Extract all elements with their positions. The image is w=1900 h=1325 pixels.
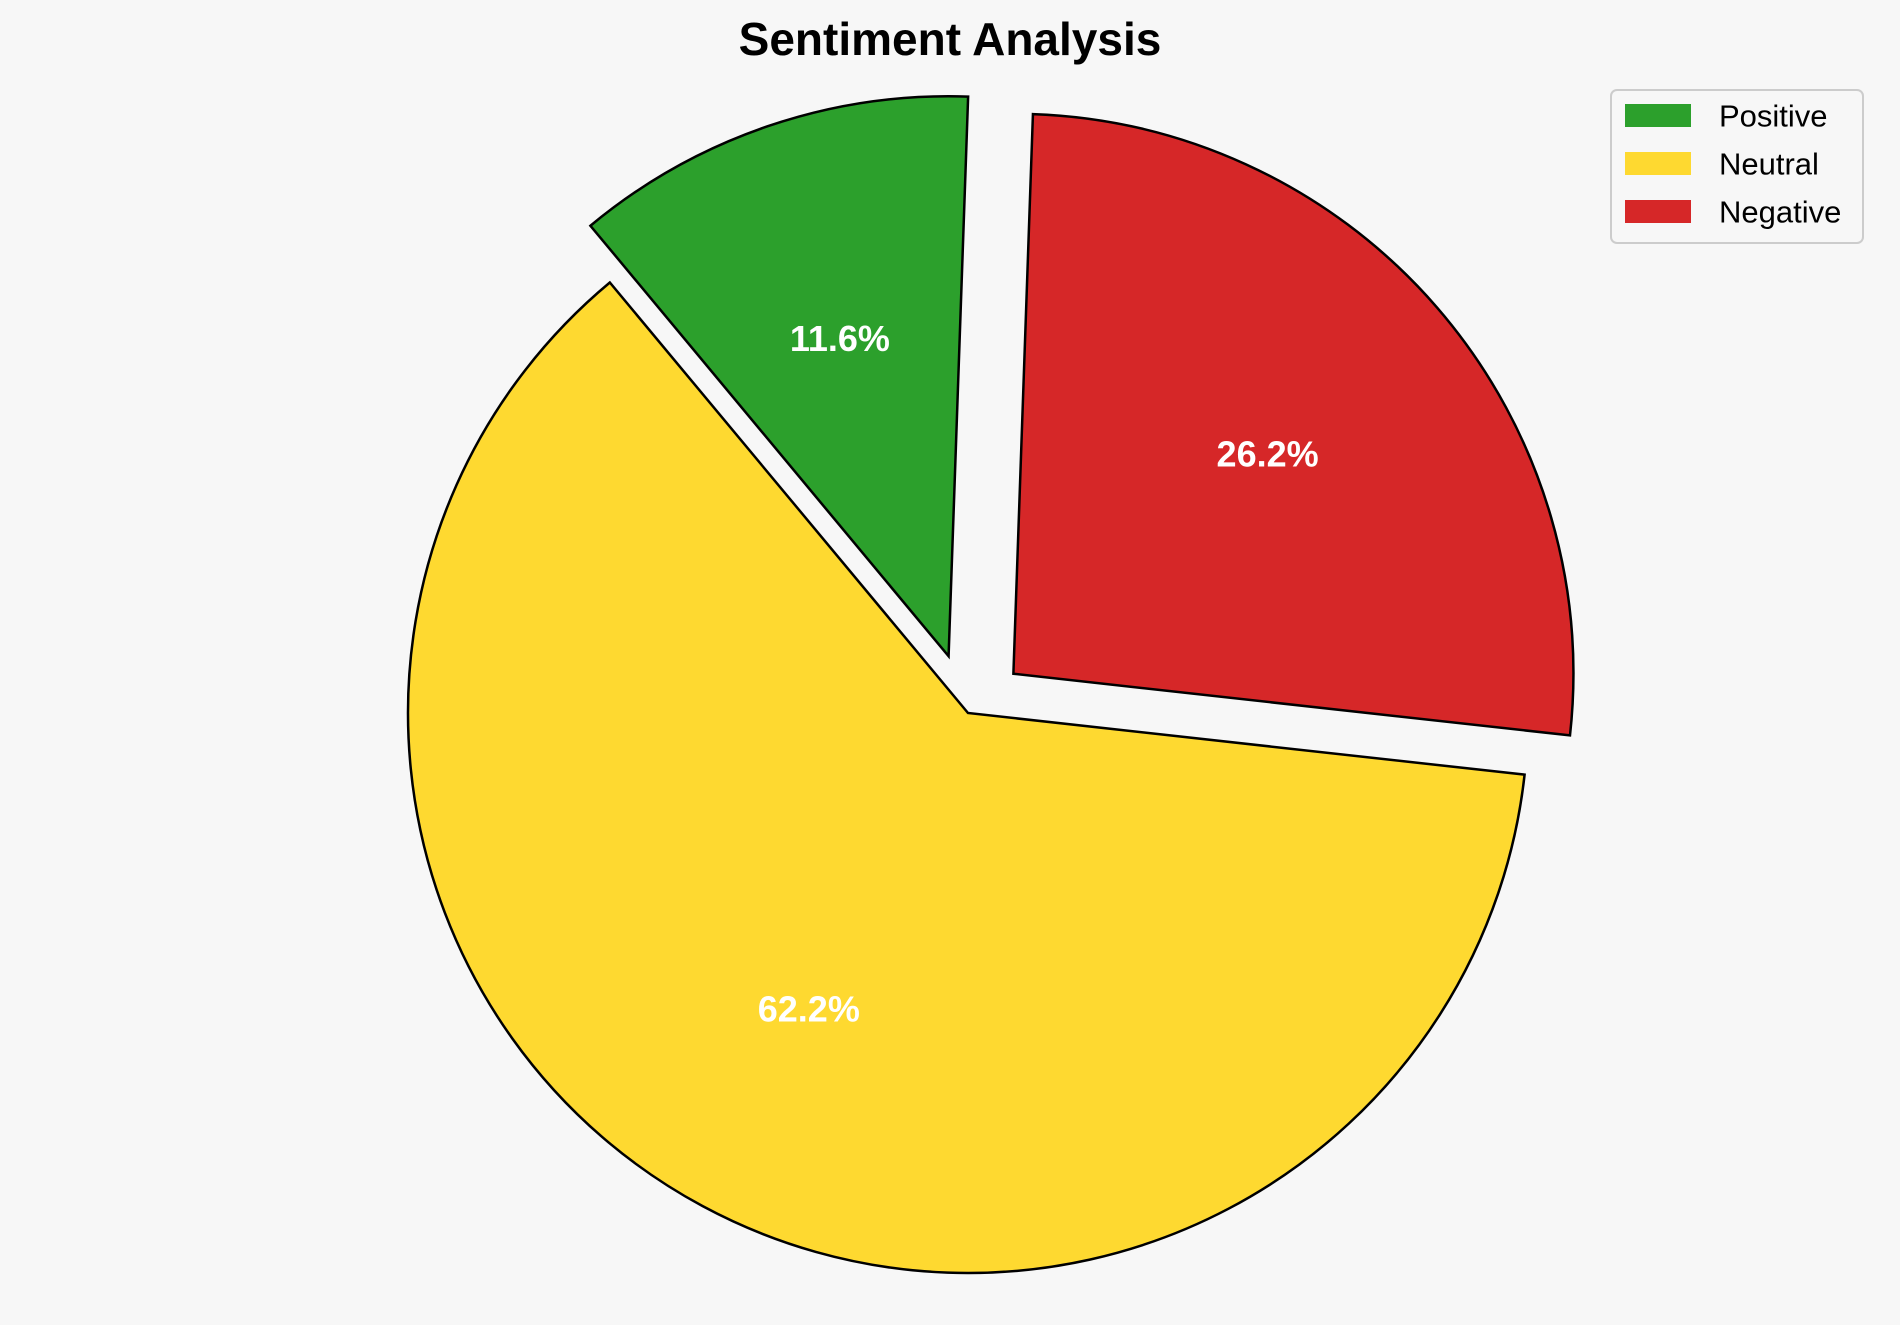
pie-slice-negative (1012, 112, 1575, 737)
value-label-negative: 26.2% (1217, 434, 1319, 475)
legend-swatch-neutral (1625, 152, 1691, 175)
value-label-positive: 11.6% (790, 318, 890, 359)
legend: Positive Neutral Negative (1610, 89, 1864, 244)
legend-swatch-negative (1625, 200, 1691, 223)
value-label-neutral: 62.2% (758, 988, 860, 1029)
legend-label-positive: Positive (1719, 99, 1828, 134)
pie-slice-neutral (406, 280, 1526, 1275)
legend-label-negative: Negative (1719, 195, 1841, 230)
pie-slices (406, 94, 1575, 1275)
pie-value-labels: 11.6% 62.2% 26.2% (758, 318, 1319, 1030)
chart-title: Sentiment Analysis (739, 13, 1162, 65)
legend-label-neutral: Neutral (1719, 147, 1819, 182)
legend-swatch-positive (1625, 104, 1691, 127)
pie-slice-positive (588, 94, 970, 660)
